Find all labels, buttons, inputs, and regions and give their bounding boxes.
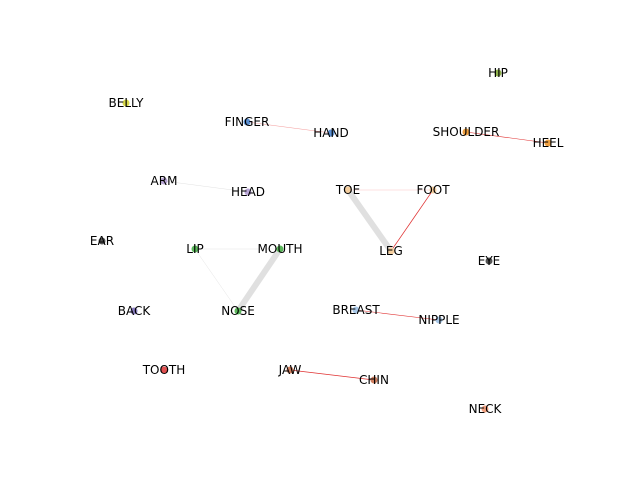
edge-lip-nose — [194, 248, 239, 312]
edge-jaw-chin — [289, 369, 375, 381]
node-marker-tooth — [160, 366, 168, 374]
node-neck: NECK — [469, 402, 503, 416]
node-label-ear: EAR — [90, 234, 114, 248]
node-label-hip: HIP — [488, 66, 508, 80]
node-lip: LIP — [186, 242, 203, 256]
node-marker-breast — [352, 306, 360, 314]
node-label-back: BACK — [118, 304, 152, 318]
node-heel: HEEL — [533, 136, 564, 150]
edge-foot-leg — [390, 189, 434, 252]
node-marker-head — [244, 188, 252, 196]
edge-breast-nipple — [355, 309, 440, 321]
node-label-lip: LIP — [186, 242, 203, 256]
node-marker-finger — [243, 118, 251, 126]
node-label-heel: HEEL — [533, 136, 564, 150]
node-label-head: HEAD — [231, 185, 265, 199]
node-label-neck: NECK — [469, 402, 503, 416]
node-marker-jaw — [286, 366, 294, 374]
node-label-chin: CHIN — [359, 373, 389, 387]
edge-finger-hand — [246, 121, 332, 134]
node-label-belly: BELLY — [109, 96, 145, 110]
node-arm: ARM — [151, 174, 178, 188]
node-marker-nipple — [435, 316, 443, 324]
node-shoulder: SHOULDER — [433, 125, 500, 139]
node-marker-foot — [429, 186, 437, 194]
node-label-mouth: MOUTH — [258, 242, 303, 256]
node-head: HEAD — [231, 185, 265, 199]
node-label-leg: LEG — [379, 244, 403, 258]
node-marker-lip — [191, 245, 199, 253]
node-hip: HIP — [488, 66, 508, 80]
node-mouth: MOUTH — [258, 242, 303, 256]
edge-toe-leg — [345, 188, 394, 253]
node-marker-leg — [387, 247, 395, 255]
node-marker-nose — [234, 307, 242, 315]
node-ear: EAR — [90, 234, 114, 248]
node-marker-mouth — [276, 245, 284, 253]
node-marker-eye — [485, 257, 493, 265]
node-leg: LEG — [379, 244, 403, 258]
node-marker-toe — [344, 186, 352, 194]
node-label-eye: EYE — [478, 254, 501, 268]
node-label-nipple: NIPPLE — [418, 313, 459, 327]
node-layer: HIP BELLY FINGER HAND SHOULDER HEEL ARM HEAD TOE… — [90, 66, 564, 416]
node-jaw: JAW — [278, 363, 302, 377]
node-marker-shoulder — [462, 128, 470, 136]
edge-arm-head — [163, 180, 249, 193]
node-marker-heel — [544, 139, 552, 147]
node-toe: TOE — [335, 183, 360, 197]
node-label-jaw: JAW — [278, 363, 302, 377]
node-label-toe: TOE — [335, 183, 360, 197]
node-label-arm: ARM — [151, 174, 178, 188]
node-belly: BELLY — [109, 96, 145, 110]
edge-shoulder-heel — [465, 131, 549, 144]
node-tooth: TOOTH — [142, 363, 186, 377]
node-breast: BREAST — [332, 303, 380, 317]
node-label-nose: NOSE — [221, 304, 255, 318]
node-nipple: NIPPLE — [418, 313, 459, 327]
node-back: BACK — [118, 304, 152, 318]
node-label-breast: BREAST — [332, 303, 380, 317]
node-marker-hand — [327, 129, 335, 137]
node-finger: FINGER — [225, 115, 270, 129]
node-eye: EYE — [478, 254, 501, 268]
node-nose: NOSE — [221, 304, 255, 318]
node-foot: FOOT — [416, 183, 450, 197]
node-label-finger: FINGER — [225, 115, 270, 129]
node-marker-hip — [494, 69, 502, 77]
node-label-hand: HAND — [313, 126, 348, 140]
node-label-foot: FOOT — [416, 183, 450, 197]
node-label-tooth: TOOTH — [142, 363, 186, 377]
node-marker-ear — [98, 237, 106, 245]
node-marker-neck — [481, 405, 489, 413]
node-marker-arm — [160, 177, 168, 185]
node-marker-chin — [370, 376, 378, 384]
node-hand: HAND — [313, 126, 348, 140]
node-label-shoulder: SHOULDER — [433, 125, 500, 139]
node-marker-back — [130, 307, 138, 315]
node-marker-belly — [122, 99, 130, 107]
node-chin: CHIN — [359, 373, 389, 387]
edge-layer — [163, 121, 549, 381]
edge-mouth-nose — [235, 247, 283, 313]
